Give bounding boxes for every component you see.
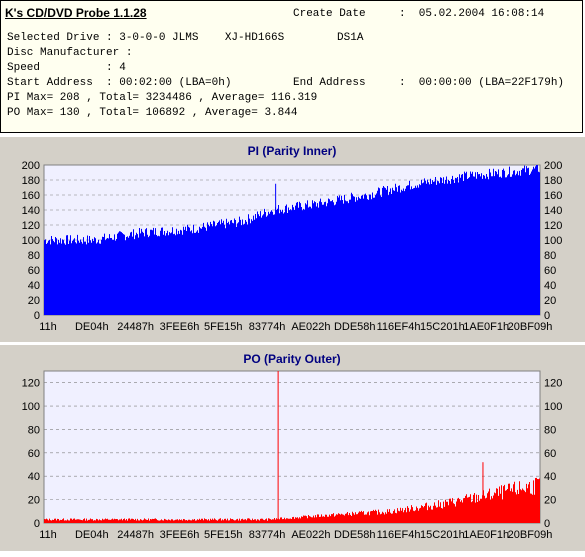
y-tick-label: 180 [22, 175, 40, 187]
x-tick-label: 15C201h [420, 321, 465, 333]
create-date-label: Create Date [293, 8, 366, 20]
x-tick-label: 1AE0F1h [463, 529, 509, 541]
x-tick-label: 20BF09h [508, 321, 553, 333]
x-tick-label: 11h [39, 529, 57, 541]
y-tick-label-right: 100 [544, 401, 562, 413]
y-tick-label: 60 [28, 265, 40, 277]
y-tick-label: 120 [22, 378, 40, 390]
y-tick-label: 120 [22, 220, 40, 232]
x-tick-label: DDE58h [334, 529, 376, 541]
y-tick-label: 20 [28, 495, 40, 507]
y-tick-label: 0 [34, 310, 40, 322]
y-tick-label-right: 80 [544, 250, 556, 262]
x-tick-label: 11h [39, 321, 57, 333]
y-tick-label-right: 60 [544, 265, 556, 277]
y-tick-label: 20 [28, 295, 40, 307]
y-tick-label-right: 140 [544, 205, 562, 217]
start-address-line: Start Address : 00:02:00 (LBA=0h) [7, 77, 232, 89]
x-tick-label: 83774h [249, 529, 286, 541]
end-address-value: : 00:00:00 (LBA=22F179h) [399, 77, 565, 89]
x-tick-label: 116EF4h [377, 529, 421, 541]
data-series [44, 165, 540, 315]
y-tick-label-right: 160 [544, 190, 562, 202]
x-tick-label: AE022h [291, 529, 330, 541]
pi-stats-line: PI Max= 208 , Total= 3234486 , Average= … [7, 92, 318, 104]
x-tick-label: 5FE15h [204, 321, 243, 333]
po-chart-panel: PO (Parity Outer) 0 0 20 20 40 40 60 60 80 80 100 10… [0, 344, 585, 551]
x-tick-label: 116EF4h [377, 321, 421, 333]
x-tick-label: 1AE0F1h [463, 321, 509, 333]
y-tick-label-right: 100 [544, 235, 562, 247]
x-tick-label: DE04h [75, 321, 109, 333]
y-tick-label: 100 [22, 235, 40, 247]
series-bars [44, 165, 540, 315]
y-tick-label-right: 120 [544, 378, 562, 390]
po-chart: PO (Parity Outer) 0 0 20 20 40 40 60 60 80 80 100 10… [22, 352, 563, 541]
y-tick-label: 0 [34, 518, 40, 530]
y-tick-label-right: 40 [544, 280, 556, 292]
x-tick-label: 24487h [117, 529, 154, 541]
series-bars [44, 477, 540, 523]
po-stats-line: PO Max= 130 , Total= 106892 , Average= 3… [7, 107, 298, 119]
y-tick-label: 40 [28, 471, 40, 483]
create-date-value: : 05.02.2004 16:08:14 [399, 8, 545, 20]
x-tick-label: AE022h [291, 321, 330, 333]
pi-chart: PI (Parity Inner) 0 0 20 20 40 40 60 60 80 80 100 10… [22, 144, 563, 333]
y-tick-label-right: 80 [544, 424, 556, 436]
chart-title: PI (Parity Inner) [248, 144, 337, 158]
y-tick-label-right: 60 [544, 448, 556, 460]
x-tick-label: DE04h [75, 529, 109, 541]
pi-chart-panel: PI (Parity Inner) 0 0 20 20 40 40 60 60 80 80 100 10… [0, 136, 585, 342]
y-tick-label: 140 [22, 205, 40, 217]
x-tick-label: 83774h [249, 321, 286, 333]
y-tick-label-right: 20 [544, 295, 556, 307]
y-tick-label: 80 [28, 424, 40, 436]
x-tick-label: 3FEE6h [160, 321, 200, 333]
y-tick-label-right: 20 [544, 495, 556, 507]
data-series [44, 371, 540, 523]
chart-title: PO (Parity Outer) [243, 352, 340, 366]
app-title: K's CD/DVD Probe 1.1.28 [5, 6, 147, 20]
y-tick-label-right: 200 [544, 160, 562, 172]
x-tick-label: 15C201h [420, 529, 465, 541]
info-panel: K's CD/DVD Probe 1.1.28 Create Date : 05… [0, 0, 583, 133]
speed-line: Speed : 4 [7, 62, 126, 74]
y-tick-label: 40 [28, 280, 40, 292]
x-tick-label: 20BF09h [508, 529, 553, 541]
end-address-label: End Address [293, 77, 366, 89]
plot-area [43, 370, 541, 524]
disc-manufacturer-line: Disc Manufacturer : [7, 47, 133, 59]
selected-drive-line: Selected Drive : 3-0-0-0 JLMS XJ-HD166S … [7, 32, 364, 44]
y-tick-label: 80 [28, 250, 40, 262]
x-tick-label: DDE58h [334, 321, 376, 333]
x-tick-label: 5FE15h [204, 529, 243, 541]
y-tick-label-right: 0 [544, 310, 550, 322]
y-tick-label-right: 0 [544, 518, 550, 530]
y-tick-label-right: 40 [544, 471, 556, 483]
y-tick-label: 200 [22, 160, 40, 172]
y-tick-label-right: 120 [544, 220, 562, 232]
x-tick-label: 24487h [117, 321, 154, 333]
y-tick-label-right: 180 [544, 175, 562, 187]
x-tick-label: 3FEE6h [160, 529, 200, 541]
y-tick-label: 160 [22, 190, 40, 202]
y-tick-label: 100 [22, 401, 40, 413]
y-tick-label: 60 [28, 448, 40, 460]
